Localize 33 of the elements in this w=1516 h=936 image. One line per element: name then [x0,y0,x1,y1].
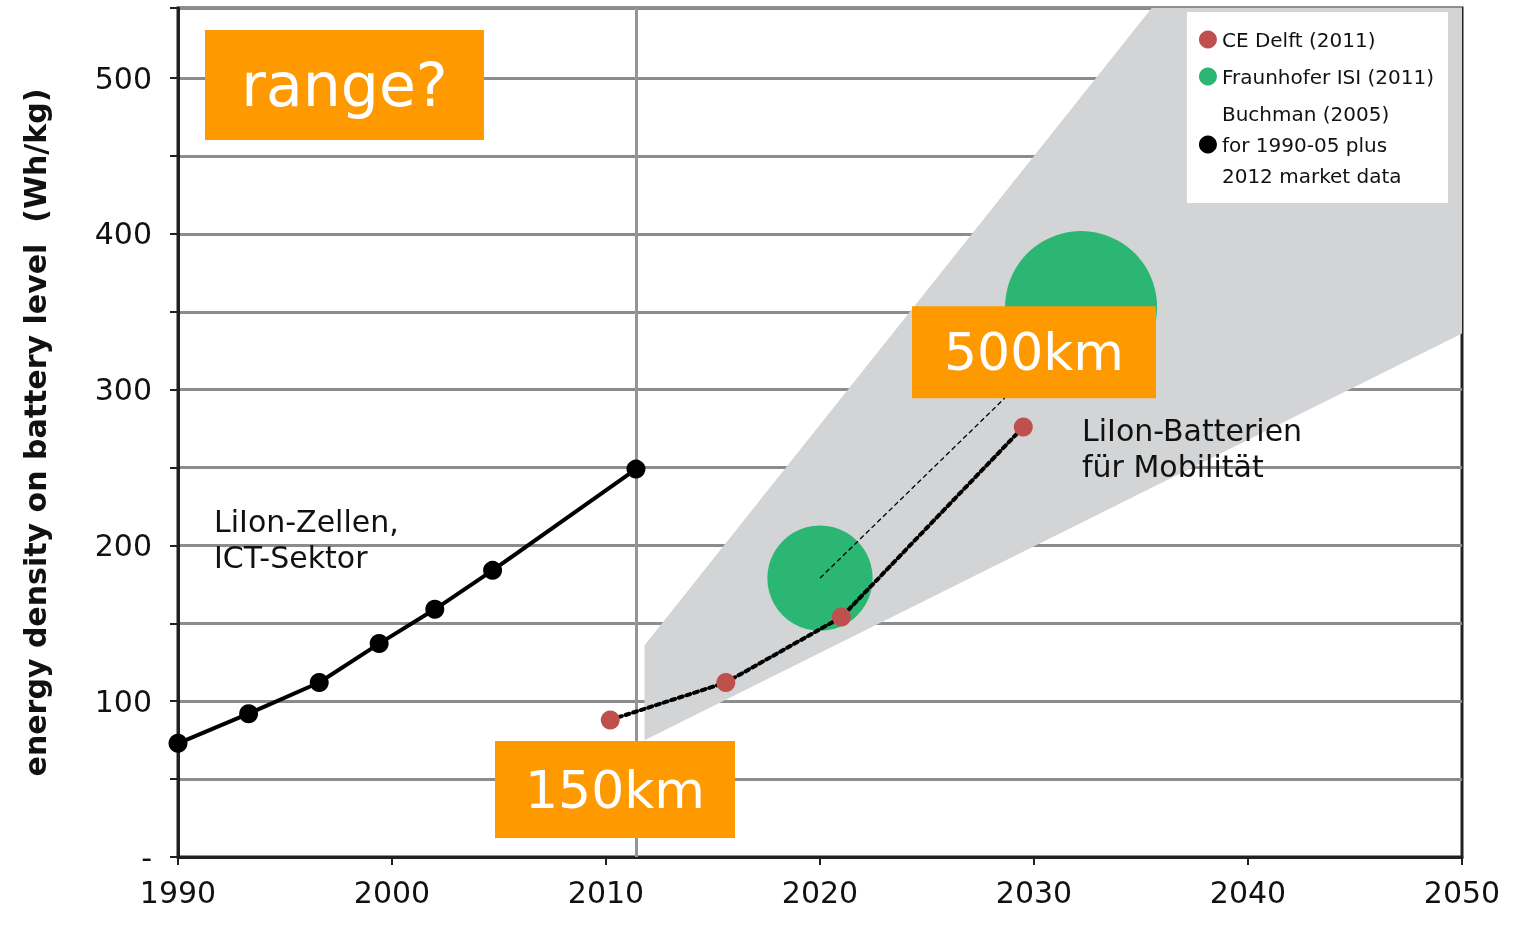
point [626,459,646,479]
point [600,710,620,730]
point [168,733,188,753]
annotation: LiIon-Zellen, ICT-Sektor [214,503,399,576]
annotation: range? [241,50,448,120]
point [425,599,445,619]
annotation: 500km [943,322,1125,383]
point [831,607,851,627]
legend-label: Buchman (2005) for 1990-05 plus 2012 market data [1221,101,1402,188]
x-tick-label: 2020 [781,874,859,910]
y-tick-label: 400 [94,216,152,252]
point [369,634,389,654]
point [309,673,329,693]
point [716,673,736,693]
legend-label: Fraunhofer ISI (2011) [1221,64,1435,89]
y-tick-label: 100 [94,683,152,719]
legend-label: CE Delft (2011) [1221,27,1376,52]
point [483,560,503,580]
x-tick-label: 2030 [995,874,1073,910]
annotation: LiIon-Batterien für Mobilität [1082,412,1303,485]
x-tick-label: 2000 [353,874,431,910]
y-tick-label: 500 [94,60,152,96]
x-tick-label: 2010 [567,874,645,910]
x-tick-label: 1990 [139,874,217,910]
y-tick-label: 300 [94,372,152,408]
y-tick-label: - [141,839,152,875]
y-axis-title: energy density on battery level (Wh/kg) [17,88,53,777]
x-tick-label: 2040 [1209,874,1287,910]
x-tick-label: 2050 [1423,874,1501,910]
annotation: 150km [524,759,706,820]
point [239,704,259,724]
point [1013,417,1033,437]
y-tick-label: 200 [94,527,152,563]
